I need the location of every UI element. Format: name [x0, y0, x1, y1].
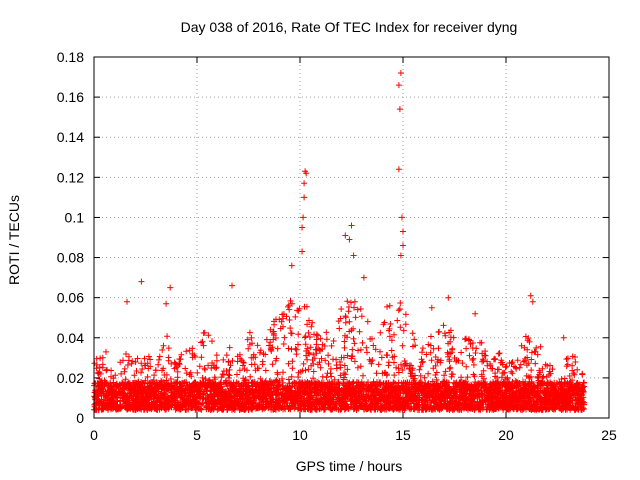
y-tick-label: 0.06 [57, 290, 84, 306]
x-tick-label: 15 [395, 427, 411, 443]
data-points [91, 70, 588, 413]
axis-ticks: 0 0.02 0.04 0.06 0.08 0.1 0.12 0.14 0.16 0.18 0 5 10… [57, 49, 617, 443]
x-tick-label: 10 [292, 427, 308, 443]
y-tick-label: 0.08 [57, 250, 84, 266]
y-axis-title: ROTI / TECUs [6, 195, 22, 285]
y-tick-label: 0 [76, 410, 84, 426]
x-tick-label: 5 [193, 427, 201, 443]
x-tick-label: 25 [601, 427, 617, 443]
x-axis-title: GPS time / hours [296, 458, 403, 474]
x-tick-label: 0 [90, 427, 98, 443]
y-tick-label: 0.04 [57, 330, 84, 346]
y-tick-label: 0.16 [57, 89, 84, 105]
y-tick-label: 0.02 [57, 370, 84, 386]
grid-lines [94, 57, 609, 418]
roti-point-markers [124, 70, 567, 341]
roti-point-markers [93, 303, 585, 413]
chart-title: Day 038 of 2016, Rate Of TEC Index for r… [181, 19, 518, 35]
x-tick-label: 20 [498, 427, 514, 443]
y-tick-label: 0.14 [57, 129, 84, 145]
y-tick-label: 0.18 [57, 49, 84, 65]
y-tick-label: 0.1 [65, 209, 85, 225]
plot-frame [93, 56, 610, 419]
y-tick-label: 0.12 [57, 169, 84, 185]
